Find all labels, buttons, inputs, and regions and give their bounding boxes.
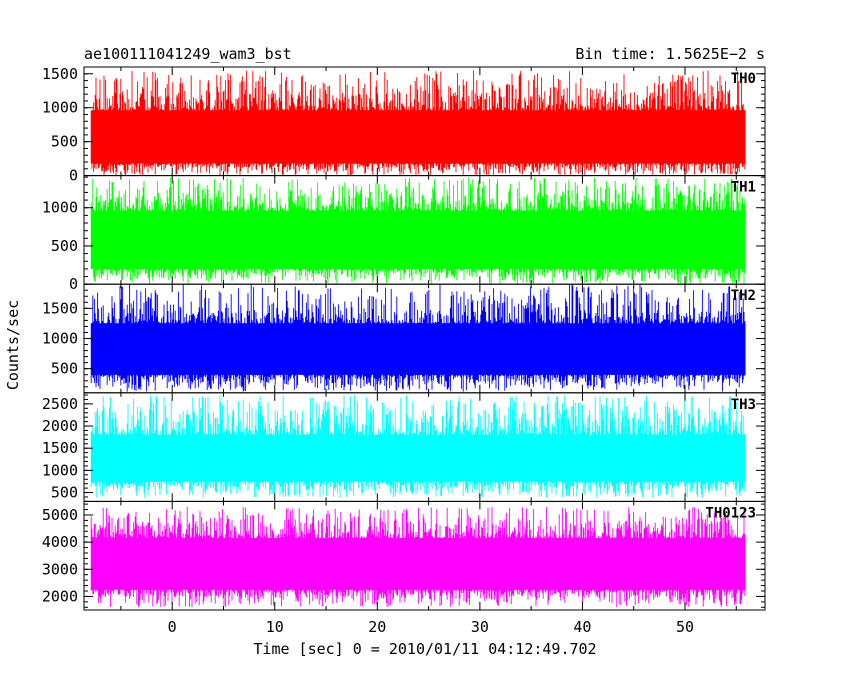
x-tick-label: 50 <box>676 618 694 636</box>
y-tick-label: 0 <box>69 167 78 185</box>
series-trace-th1 <box>90 177 746 285</box>
series-trace-th3 <box>90 395 746 498</box>
panel-th0123: TH0123 2000 3000 4000 5000 <box>42 500 766 611</box>
series-label-th2: TH2 <box>731 288 756 304</box>
series-trace-th0 <box>90 70 746 176</box>
panels: TH0 0 500 1000 1500 TH1 0 500 1000 TH2 500 1000 1500… <box>42 65 766 611</box>
x-tick-label: 0 <box>168 618 177 636</box>
y-tick-label: 1500 <box>42 299 78 317</box>
series-label-th0123: TH0123 <box>705 505 756 521</box>
y-tick-label: 4000 <box>42 533 78 551</box>
y-tick-label: 1500 <box>42 439 78 457</box>
x-tick-label: 10 <box>266 618 284 636</box>
y-tick-label: 0 <box>69 275 78 293</box>
y-tick-label: 1000 <box>42 99 78 117</box>
x-axis-title: Time [sec] 0 = 2010/01/11 04:12:49.702 <box>253 640 596 658</box>
y-tick-label: 1000 <box>42 461 78 479</box>
y-tick-label: 5000 <box>42 506 78 524</box>
y-tick-label: 500 <box>51 133 78 151</box>
y-axis-title: Counts/sec <box>4 300 22 390</box>
y-tick-label: 500 <box>51 237 78 255</box>
y-tick-label: 2000 <box>42 417 78 435</box>
panel-th3: TH3 500 1000 1500 2000 2500 <box>42 392 766 502</box>
x-tick-label: 20 <box>368 618 386 636</box>
x-axis: 0 10 20 30 40 50 <box>168 618 694 636</box>
panel-th1: TH1 0 500 1000 <box>42 175 766 293</box>
chart-title: ae100111041249_wam3_bst <box>84 45 292 63</box>
y-tick-label: 2500 <box>42 395 78 413</box>
series-label-th3: TH3 <box>731 397 756 413</box>
x-tick-label: 40 <box>573 618 591 636</box>
y-tick-label: 500 <box>51 360 78 378</box>
series-trace-th0123 <box>90 506 746 608</box>
series-trace-th2 <box>90 284 746 392</box>
y-tick-label: 1000 <box>42 199 78 217</box>
bin-time-label: Bin time: 1.5625E−2 s <box>575 45 765 63</box>
y-tick-label: 500 <box>51 484 78 502</box>
panel-th0: TH0 0 500 1000 1500 <box>42 65 766 185</box>
series-label-th0: TH0 <box>731 71 756 87</box>
x-tick-label: 30 <box>471 618 489 636</box>
panel-frame <box>83 500 766 611</box>
y-tick-label: 1000 <box>42 330 78 348</box>
panel-th2: TH2 500 1000 1500 <box>42 283 766 394</box>
y-tick-label: 1500 <box>42 65 78 83</box>
y-tick-label: 2000 <box>42 587 78 605</box>
series-label-th1: TH1 <box>731 180 756 196</box>
y-tick-label: 3000 <box>42 560 78 578</box>
